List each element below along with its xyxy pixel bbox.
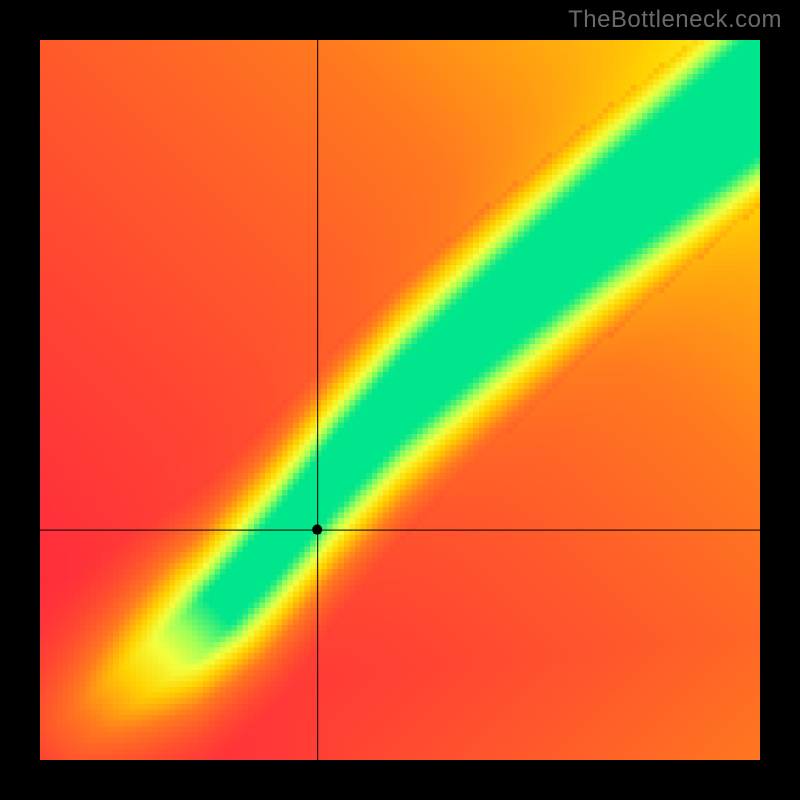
- watermark-text: TheBottleneck.com: [568, 6, 782, 34]
- crosshair-overlay: [40, 40, 760, 760]
